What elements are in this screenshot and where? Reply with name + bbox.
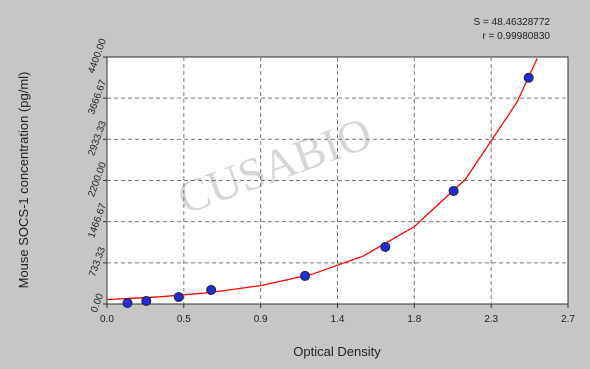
y-tick-label: 1466.67 — [86, 202, 109, 240]
x-tick-label: 1.4 — [331, 314, 345, 325]
x-tick-label: 0.9 — [254, 314, 268, 325]
y-tick-label: 4400.00 — [86, 37, 109, 75]
x-tick-label: 0.0 — [100, 314, 114, 325]
data-point — [448, 185, 459, 196]
data-point — [523, 72, 534, 83]
x-axis-title: Optical Density — [293, 344, 381, 359]
y-tick-label: 2933.33 — [86, 119, 109, 157]
fit-curve — [107, 58, 538, 301]
data-point — [380, 241, 391, 252]
y-tick-label: 2200.00 — [86, 160, 109, 198]
data-point — [173, 291, 184, 302]
data-point — [300, 270, 311, 281]
y-tick-label: 733.33 — [87, 245, 108, 278]
data-point — [122, 297, 133, 308]
x-tick-label: 0.5 — [177, 314, 191, 325]
stat: r = 0.99980830 — [482, 31, 550, 42]
x-tick-label: 1.8 — [407, 314, 421, 325]
data-point — [141, 295, 152, 306]
y-tick-label: 3666.67 — [86, 78, 109, 116]
x-tick-label: 2.7 — [561, 314, 575, 325]
y-axis-title: Mouse SOCS-1 concentration (pg/ml) — [16, 72, 31, 289]
x-tick-label: 2.3 — [484, 314, 498, 325]
stat: S = 48.46328772 — [474, 17, 551, 28]
data-point — [206, 284, 217, 295]
y-tick-label: 0.00 — [89, 292, 106, 314]
